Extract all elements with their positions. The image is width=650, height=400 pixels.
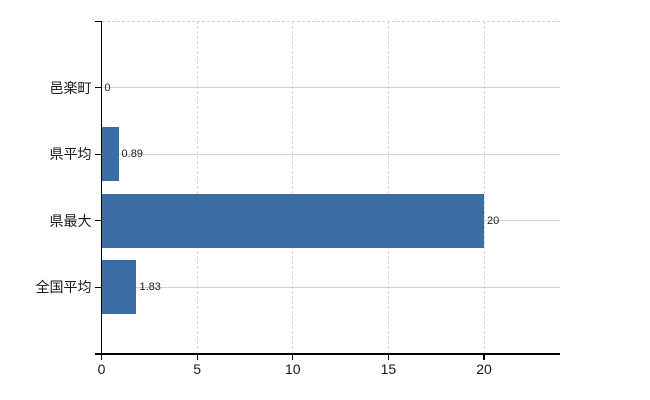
y-axis-line	[101, 21, 103, 360]
value-label: 0.89	[121, 148, 143, 161]
vertical-gridline	[483, 21, 485, 354]
bar	[101, 260, 137, 315]
value-label: 1.83	[139, 281, 161, 294]
bar	[101, 193, 484, 248]
vertical-gridline	[292, 21, 294, 354]
x-axis-tick	[292, 354, 294, 360]
horizontal-gridline	[101, 286, 560, 288]
y-axis-tick	[94, 286, 102, 288]
bar	[101, 127, 119, 182]
category-label: 県平均	[49, 146, 92, 163]
value-label: 20	[487, 214, 500, 227]
x-axis-line	[94, 353, 560, 355]
value-label: 0	[104, 81, 111, 94]
x-axis-tick	[100, 354, 103, 360]
y-axis-end-tick	[94, 20, 102, 22]
vertical-gridline	[196, 21, 198, 354]
vertical-gridline	[387, 21, 389, 354]
x-axis-tick	[387, 354, 389, 360]
x-tick-label: 10	[284, 361, 301, 377]
x-tick-label: 5	[193, 361, 202, 377]
x-tick-label: 0	[97, 361, 106, 377]
x-tick-label: 20	[476, 361, 492, 377]
x-axis-tick	[483, 354, 485, 360]
x-axis-tick	[196, 354, 198, 360]
horizontal-gridline	[101, 87, 560, 89]
y-axis-tick	[94, 153, 102, 155]
category-label: 邑楽町	[49, 79, 92, 96]
category-label: 県最大	[49, 212, 92, 229]
y-axis-tick	[94, 87, 102, 89]
y-axis-tick	[94, 220, 102, 222]
horizontal-gridline	[101, 153, 560, 155]
category-label: 全国平均	[35, 279, 92, 296]
plot-top-border	[101, 20, 560, 22]
x-tick-label: 15	[380, 361, 397, 377]
